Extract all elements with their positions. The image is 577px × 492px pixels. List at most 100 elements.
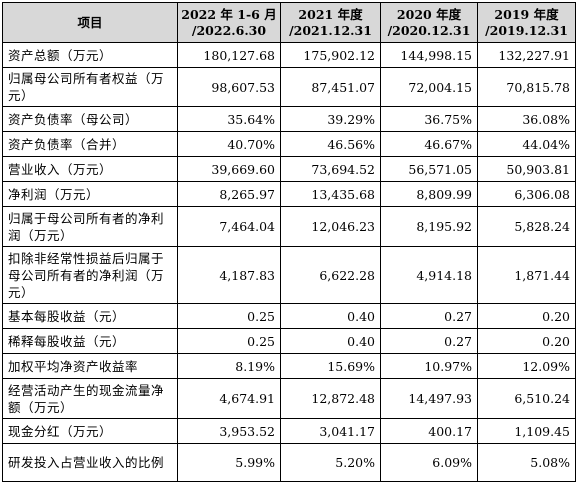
row-value: 0.25: [177, 328, 281, 354]
row-value: 5.08%: [477, 443, 576, 482]
table-row: 稀释每股收益（元） 0.25 0.40 0.27 0.20: [2, 328, 576, 354]
table-row: 基本每股收益（元） 0.25 0.40 0.27 0.20: [2, 303, 576, 329]
table-row: 研发投入占营业收入的比例 5.99% 5.20% 6.09% 5.08%: [2, 443, 576, 482]
row-value: 3,953.52: [177, 418, 281, 444]
table-row: 加权平均净资产收益率 8.19% 15.69% 10.97% 12.09%: [2, 353, 576, 379]
row-value: 14,497.93: [380, 378, 478, 419]
row-value: 175,902.12: [280, 42, 381, 68]
row-value: 6,306.08: [477, 181, 576, 207]
row-value: 5.99%: [177, 443, 281, 482]
table-row: 资产负债率（母公司） 35.64% 39.29% 36.75% 36.08%: [2, 106, 576, 132]
row-label: 现金分红（万元）: [2, 418, 178, 444]
header-period-4-line1: 2019 年度: [494, 6, 559, 22]
header-period-3-line1: 2020 年度: [396, 6, 462, 22]
header-item-label: 项目: [77, 14, 103, 30]
row-value: 180,127.68: [177, 42, 281, 68]
table-row: 经营活动产生的现金流量净额（万元） 4,674.91 12,872.48 14,…: [2, 378, 576, 419]
header-period-4-line2: /2019.12.31: [485, 22, 568, 38]
row-label: 研发投入占营业收入的比例: [2, 443, 178, 482]
table-row: 资产总额（万元） 180,127.68 175,902.12 144,998.1…: [2, 42, 576, 68]
row-value: 98,607.53: [177, 67, 281, 107]
table-row: 资产负债率（合并） 40.70% 46.56% 46.67% 44.04%: [2, 131, 576, 157]
row-value: 40.70%: [177, 131, 281, 157]
table-row: 营业收入（万元） 39,669.60 73,694.52 56,571.05 5…: [2, 156, 576, 182]
row-value: 0.20: [477, 328, 576, 354]
row-value: 73,694.52: [280, 156, 381, 182]
row-value: 144,998.15: [380, 42, 478, 68]
row-value: 12,872.48: [280, 378, 381, 419]
header-period-2-line2: /2021.12.31: [289, 22, 372, 38]
row-value: 5,828.24: [477, 206, 576, 247]
table-row: 扣除非经常性损益后归属于母公司所有者的净利润（万元） 4,187.83 6,62…: [2, 246, 576, 304]
row-label: 基本每股收益（元）: [2, 303, 178, 329]
row-value: 8,265.97: [177, 181, 281, 207]
row-value: 70,815.78: [477, 67, 576, 107]
row-value: 8,195.92: [380, 206, 478, 247]
header-period-2-line1: 2021 年度: [298, 6, 363, 22]
row-value: 10.97%: [380, 353, 478, 379]
row-value: 46.67%: [380, 131, 478, 157]
row-value: 132,227.91: [477, 42, 576, 68]
row-value: 39,669.60: [177, 156, 281, 182]
table-row: 归属于母公司所有者的净利润（万元） 7,464.04 12,046.23 8,1…: [2, 206, 576, 247]
row-label: 净利润（万元）: [2, 181, 178, 207]
row-value: 39.29%: [280, 106, 381, 132]
row-value: 4,674.91: [177, 378, 281, 419]
header-period-4: 2019 年度/2019.12.31: [477, 2, 576, 43]
row-value: 35.64%: [177, 106, 281, 132]
row-value: 0.25: [177, 303, 281, 329]
row-value: 72,004.15: [380, 67, 478, 107]
row-value: 6.09%: [380, 443, 478, 482]
row-value: 12.09%: [477, 353, 576, 379]
row-value: 50,903.81: [477, 156, 576, 182]
header-period-1-line2: /2022.6.30: [191, 22, 267, 38]
row-value: 7,464.04: [177, 206, 281, 247]
row-value: 0.27: [380, 328, 478, 354]
row-value: 5.20%: [280, 443, 381, 482]
header-period-3: 2020 年度/2020.12.31: [380, 2, 478, 43]
row-label: 资产负债率（母公司）: [2, 106, 178, 132]
row-value: 8.19%: [177, 353, 281, 379]
table-row: 净利润（万元） 8,265.97 13,435.68 8,809.99 6,30…: [2, 181, 576, 207]
row-label: 稀释每股收益（元）: [2, 328, 178, 354]
header-period-3-line2: /2020.12.31: [387, 22, 471, 38]
row-label: 扣除非经常性损益后归属于母公司所有者的净利润（万元）: [2, 246, 178, 304]
row-value: 12,046.23: [280, 206, 381, 247]
row-value: 36.75%: [380, 106, 478, 132]
row-value: 0.27: [380, 303, 478, 329]
row-value: 400.17: [380, 418, 478, 444]
row-label: 归属母公司所有者权益（万元）: [2, 67, 178, 107]
row-value: 0.20: [477, 303, 576, 329]
row-label: 归属于母公司所有者的净利润（万元）: [2, 206, 178, 247]
row-value: 3,041.17: [280, 418, 381, 444]
row-value: 0.40: [280, 303, 381, 329]
row-value: 4,914.18: [380, 246, 478, 304]
row-value: 56,571.05: [380, 156, 478, 182]
header-item: 项目: [2, 2, 178, 43]
row-label: 营业收入（万元）: [2, 156, 178, 182]
row-value: 1,109.45: [477, 418, 576, 444]
table-row: 现金分红（万元） 3,953.52 3,041.17 400.17 1,109.…: [2, 418, 576, 444]
financial-data-table: 项目 2022 年 1-6 月/2022.6.30 2021 年度/2021.1…: [2, 2, 576, 482]
row-value: 87,451.07: [280, 67, 381, 107]
row-label: 资产负债率（合并）: [2, 131, 178, 157]
row-value: 15.69%: [280, 353, 381, 379]
row-value: 44.04%: [477, 131, 576, 157]
row-value: 1,871.44: [477, 246, 576, 304]
header-period-1: 2022 年 1-6 月/2022.6.30: [177, 2, 281, 43]
financial-table-container: 项目 2022 年 1-6 月/2022.6.30 2021 年度/2021.1…: [2, 2, 576, 482]
row-value: 0.40: [280, 328, 381, 354]
row-value: 4,187.83: [177, 246, 281, 304]
table-row: 归属母公司所有者权益（万元） 98,607.53 87,451.07 72,00…: [2, 67, 576, 107]
row-value: 6,622.28: [280, 246, 381, 304]
row-value: 13,435.68: [280, 181, 381, 207]
row-label: 经营活动产生的现金流量净额（万元）: [2, 378, 178, 419]
row-value: 46.56%: [280, 131, 381, 157]
row-value: 8,809.99: [380, 181, 478, 207]
header-period-2: 2021 年度/2021.12.31: [280, 2, 381, 43]
row-label: 资产总额（万元）: [2, 42, 178, 68]
header-period-1-line1: 2022 年 1-6 月: [181, 6, 277, 22]
table-header-row: 项目 2022 年 1-6 月/2022.6.30 2021 年度/2021.1…: [2, 2, 576, 43]
row-value: 36.08%: [477, 106, 576, 132]
row-label: 加权平均净资产收益率: [2, 353, 178, 379]
